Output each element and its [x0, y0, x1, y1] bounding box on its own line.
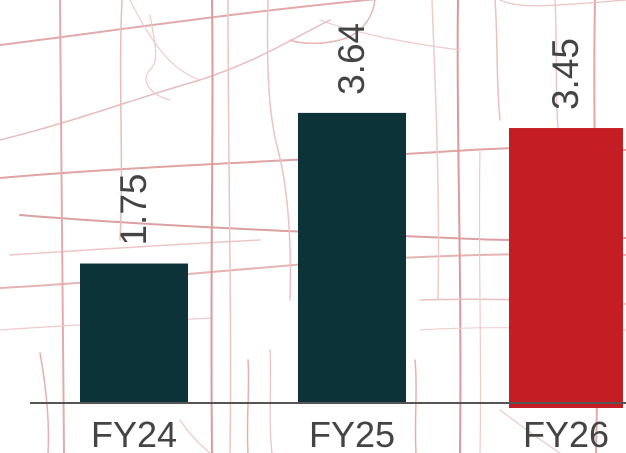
x-tick-label-fy26: FY26: [523, 414, 609, 453]
bar-fy26: [509, 128, 623, 408]
x-tick-label-fy25: FY25: [309, 414, 395, 453]
value-labels-group: 1.75 3.64 3.45: [113, 23, 586, 246]
value-label-fy26: 3.45: [545, 38, 586, 110]
bar-fy25: [298, 112, 406, 403]
x-tick-label-fy24: FY24: [91, 414, 177, 453]
value-label-fy24: 1.75: [113, 174, 154, 246]
x-tick-labels-group: FY24 FY25 FY26: [91, 414, 609, 453]
value-label-fy25: 3.64: [331, 23, 372, 95]
bar-fy24: [80, 263, 188, 403]
bars-group: [80, 112, 623, 408]
